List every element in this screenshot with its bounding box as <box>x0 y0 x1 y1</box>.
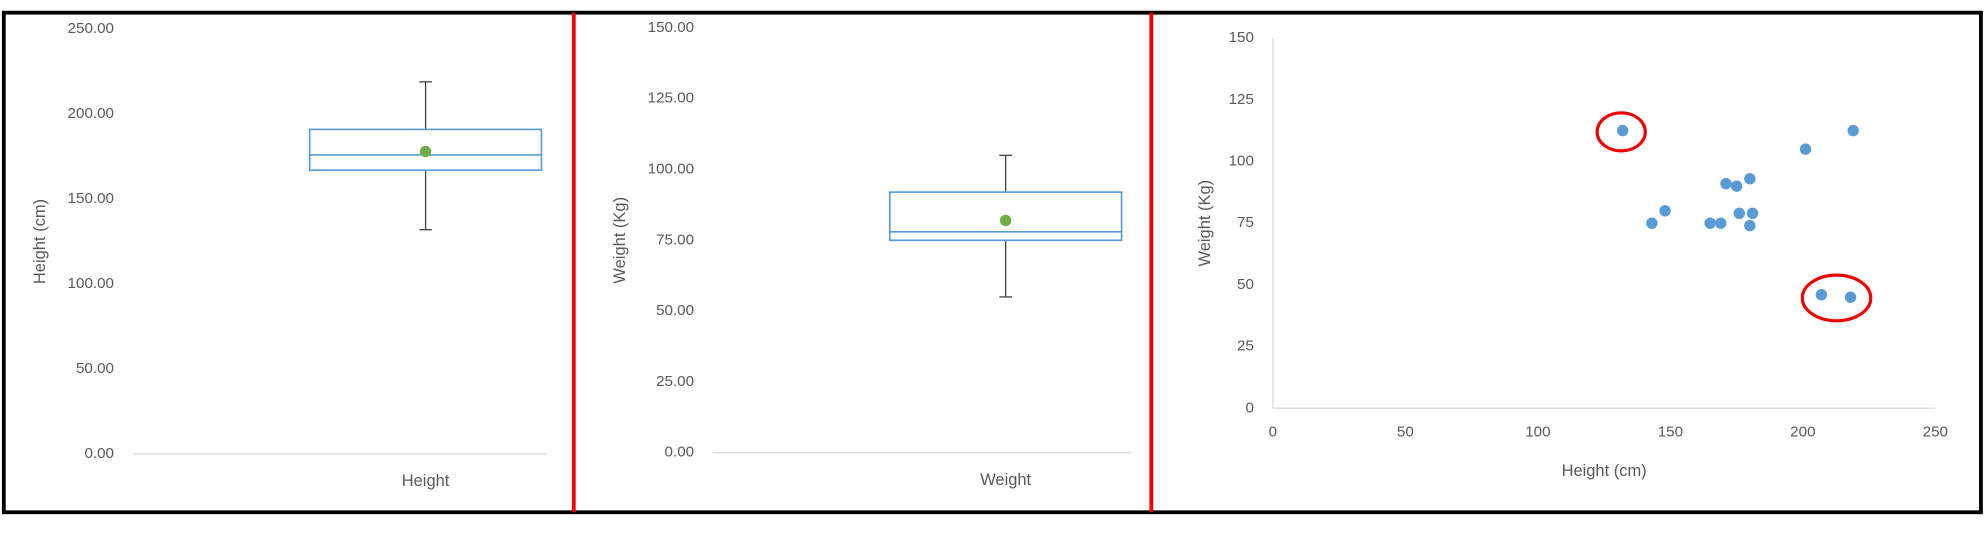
point <box>1733 207 1745 219</box>
y-tick-label: 150 <box>1229 29 1254 46</box>
point <box>1744 173 1756 185</box>
y-axis-title: Weight (Kg) <box>611 197 629 284</box>
y-tick-label: 75 <box>1237 214 1254 231</box>
x-tick-label: Height <box>402 472 450 490</box>
y-tick-label: 200.00 <box>68 105 114 122</box>
y-tick-label: 0.00 <box>84 445 114 462</box>
y-tick-label: 0 <box>1245 399 1253 416</box>
y-tick-label: 125 <box>1229 91 1254 108</box>
x-tick-label: 150 <box>1658 423 1683 440</box>
x-axis-title: Height (cm) <box>1562 462 1647 480</box>
x-tick-label: 250 <box>1923 423 1948 440</box>
y-tick-label: 150.00 <box>68 190 114 207</box>
point <box>1844 291 1857 303</box>
x-tick-label: 50 <box>1397 423 1414 440</box>
y-tick-label: 100 <box>1229 152 1254 169</box>
y-tick-label: 125.00 <box>648 90 694 107</box>
point <box>1616 124 1629 137</box>
y-tick-label: 100.00 <box>68 275 114 292</box>
point <box>1799 143 1812 155</box>
point <box>1646 217 1658 229</box>
x-tick-label: 200 <box>1790 423 1815 440</box>
y-axis-title: Weight (Kg) <box>1196 180 1214 267</box>
x-tick-label: Weight <box>980 471 1031 489</box>
y-tick-label: 25.00 <box>656 373 694 390</box>
y-tick-label: 150.00 <box>648 19 694 36</box>
frame <box>1 10 1983 515</box>
point <box>1815 289 1828 301</box>
point <box>1744 219 1756 232</box>
highlight-circle <box>1595 111 1647 153</box>
y-axis-title: Height (cm) <box>31 199 49 284</box>
y-tick-label: 25 <box>1237 338 1254 355</box>
y-tick-label: 100.00 <box>648 160 694 177</box>
point <box>1746 207 1759 219</box>
point <box>1847 124 1859 137</box>
y-tick-label: 75.00 <box>656 231 694 248</box>
point <box>1730 180 1743 192</box>
mean-marker <box>999 214 1012 227</box>
x-tick-label: 100 <box>1525 423 1550 440</box>
y-tick-label: 50.00 <box>656 302 694 319</box>
point <box>1720 177 1732 190</box>
y-tick-label: 50.00 <box>76 360 114 377</box>
point <box>1704 217 1716 229</box>
point <box>1659 205 1671 217</box>
mean-marker <box>419 145 432 158</box>
highlight-circle <box>1800 273 1873 323</box>
y-tick-label: 0.00 <box>665 444 695 461</box>
y-tick-label: 250.00 <box>68 20 114 37</box>
point <box>1715 217 1727 229</box>
x-tick-label: 0 <box>1269 423 1277 440</box>
y-tick-label: 50 <box>1237 276 1254 293</box>
